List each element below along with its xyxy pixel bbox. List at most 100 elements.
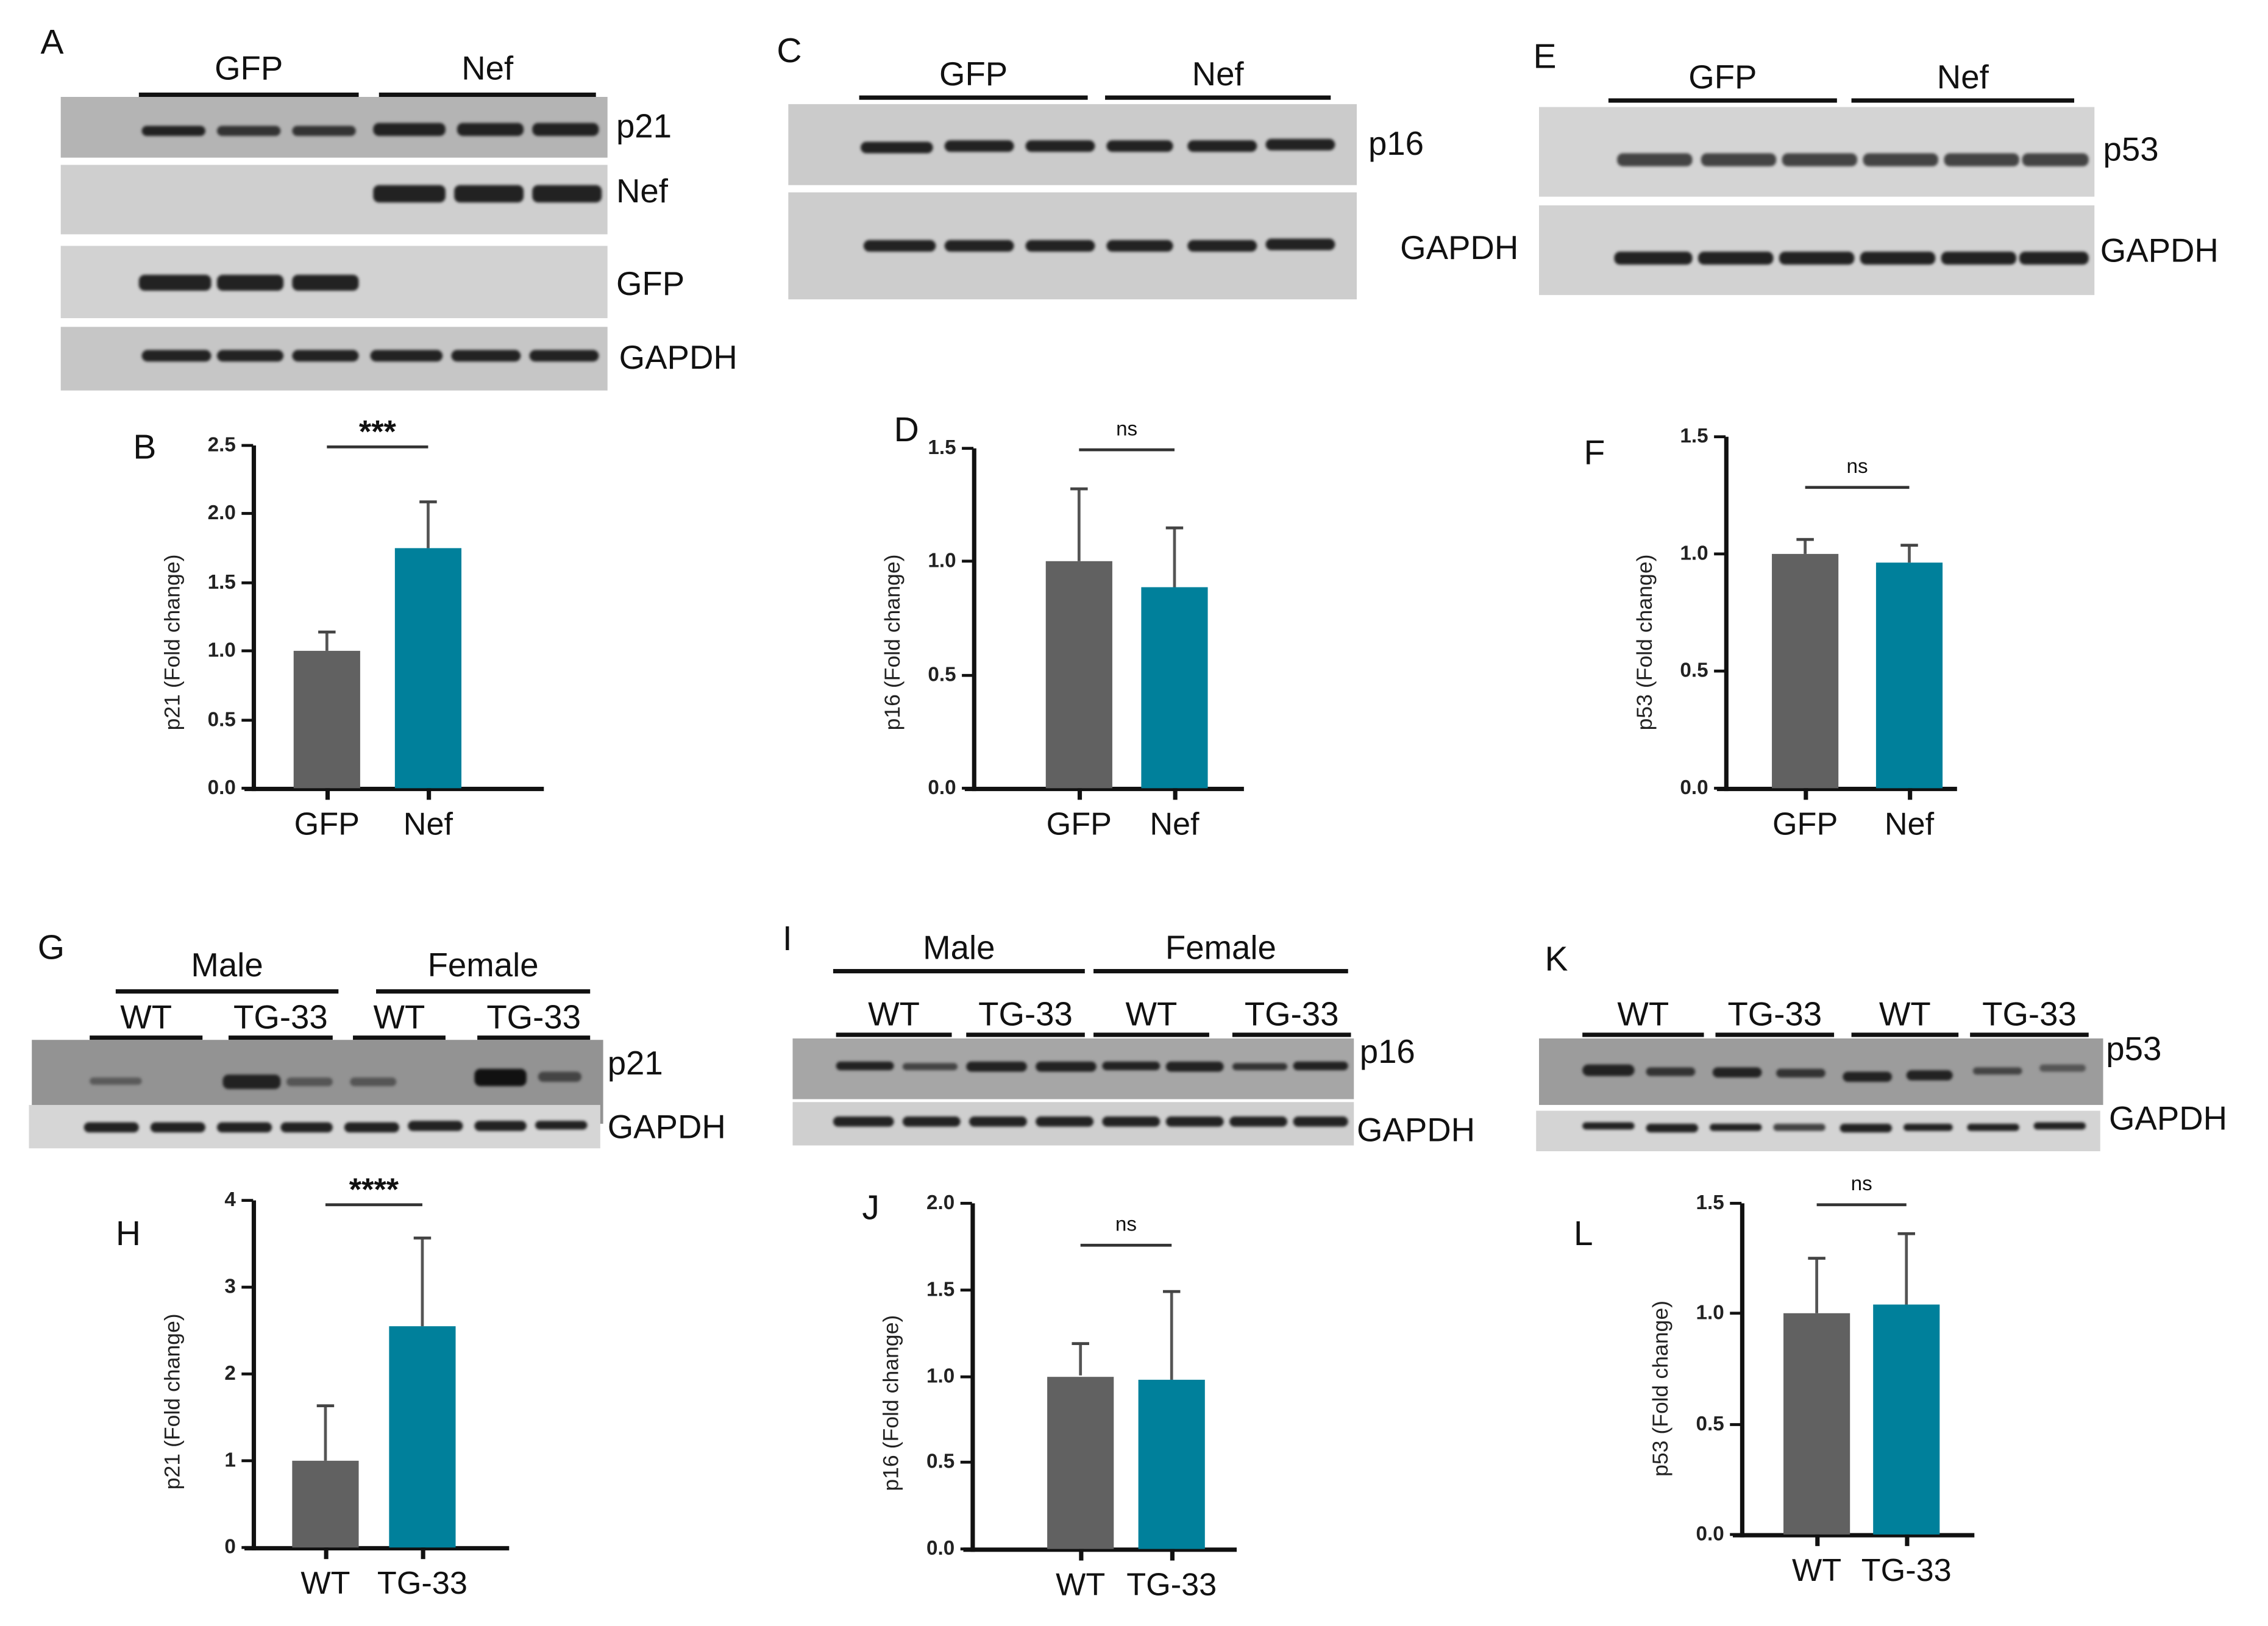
y-tick [962,560,974,563]
group-bar [1232,1032,1351,1037]
band [150,1122,205,1133]
error-cap [1897,1232,1915,1236]
group-bar [115,989,339,994]
band [292,274,359,291]
group-label: TG-33 [1727,995,1822,1033]
band [474,1121,527,1131]
bar [1045,561,1112,789]
group-bar [836,1032,952,1037]
group-wt: WT [1093,995,1209,1037]
band [1187,240,1257,252]
band [529,350,599,362]
blot-label-p53: p53 [2106,1029,2162,1068]
y-tick [241,718,254,722]
blot-p16 [792,1038,1354,1099]
band [216,1122,272,1133]
group-nef: Nef [1105,55,1331,100]
group-bar [1093,968,1348,974]
bar [1873,1305,1940,1535]
error-bar [1908,544,1911,564]
group-tg33: TG-33 [966,995,1085,1037]
band [535,1121,588,1130]
group-wt: WT [353,998,446,1040]
band [833,1117,894,1127]
blot-label-gfp: GFP [616,264,685,302]
y-axis-label: p16 (Fold change) [881,554,906,731]
group-label: WT [1125,995,1178,1033]
band [454,185,524,203]
error-cap [318,630,336,634]
x-tick [1908,788,1913,800]
y-tick-label: 2.0 [926,1190,955,1214]
y-tick [241,1372,254,1376]
error-cap [1808,1257,1825,1260]
band [860,141,933,154]
group-wt: WT [90,998,203,1040]
blot-label-gapdh: GAPDH [2100,231,2219,269]
y-tick-label: 4 [224,1187,236,1211]
band [2019,251,2089,265]
error-cap [1165,526,1184,530]
band [1187,140,1257,152]
y-axis [970,1203,975,1552]
bar [293,651,360,789]
group-label: WT [868,995,920,1033]
blot-gapdh [29,1105,600,1149]
significance-line [1805,486,1910,488]
y-axis-label: p21 (Fold change) [160,1313,185,1490]
y-tick-label: 1.0 [928,549,956,572]
blot-p16 [788,104,1357,185]
band [1229,1117,1288,1127]
band [1860,251,1936,265]
group-tg33: TG-33 [1715,995,1835,1037]
band [1025,240,1095,252]
group-wt: WT [836,995,952,1037]
bar [1783,1313,1850,1535]
band [286,1077,333,1087]
y-tick-label: 1.0 [1680,541,1708,564]
x-tick [1804,788,1808,800]
blot-label-gapdh: GAPDH [619,338,738,377]
error-bar [1905,1234,1908,1305]
blot-label-nef: Nef [616,172,668,210]
x-axis [1716,786,1957,792]
group-label: TG-33 [486,998,581,1036]
band [1698,251,1774,265]
error-bar [325,631,329,651]
group-bar [1715,1032,1835,1037]
group-bar [138,92,359,97]
group-bar [1970,1032,2089,1037]
panel-label-i: I [782,920,792,959]
y-tick-label: 0.5 [1696,1411,1724,1435]
sex-group-female: Female [1093,929,1348,974]
group-nef: Nef [1851,58,2075,103]
significance-line [1080,1243,1172,1246]
y-tick [241,1546,254,1549]
band [1232,1063,1288,1071]
y-axis [251,445,257,792]
group-label: WT [373,998,425,1036]
y-tick-label: 1.0 [1696,1301,1724,1324]
blot-gapdh [792,1102,1354,1146]
y-tick [241,1199,254,1202]
panel-label-f: F [1584,433,1605,474]
y-axis [1724,436,1729,792]
band [1106,140,1173,152]
y-tick-label: 2 [224,1361,236,1385]
band [138,274,212,291]
y-tick [1730,1202,1742,1205]
blot-label-p21: p21 [616,107,672,145]
significance-line [325,1203,422,1205]
group-tg33: TG-33 [228,998,333,1040]
group-gfp: GFP [138,49,359,97]
y-tick [1714,669,1726,673]
x-tick [427,788,432,800]
group-label: Male [923,928,995,967]
band [2022,153,2089,166]
group-bar [859,95,1088,100]
band [292,126,356,137]
group-bar [966,1032,1085,1037]
band [222,1074,281,1089]
y-tick [960,1547,972,1550]
